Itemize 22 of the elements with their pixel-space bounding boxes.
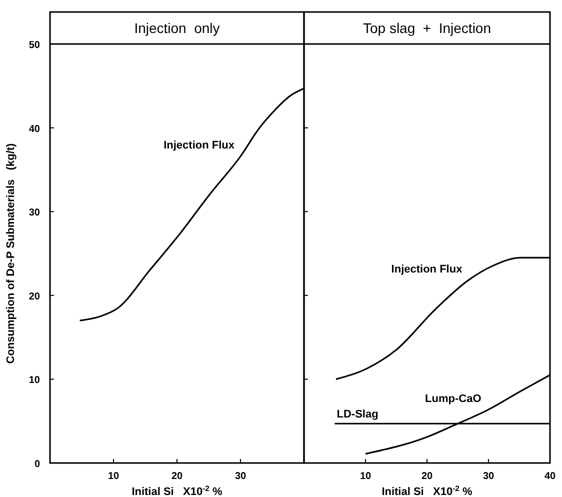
series-label: Lump-CaO: [425, 393, 482, 406]
chart-title: Top slag + Injection: [362, 20, 492, 36]
y-tick-label: 10: [28, 375, 40, 386]
x-tick-label: 30: [482, 471, 494, 482]
y-tick-label: 20: [28, 291, 40, 302]
y-tick-label: 0: [34, 459, 40, 470]
x-tick-label: 20: [171, 471, 183, 482]
series-label: Injection Flux: [164, 139, 236, 152]
y-tick-label: 50: [28, 40, 40, 51]
y-tick-label: 30: [28, 208, 40, 219]
x-tick-label: 30: [234, 471, 246, 482]
x-tick-label: 40: [544, 471, 556, 482]
x-tick-label: 20: [421, 471, 433, 482]
chart-title: Injection only: [134, 20, 220, 36]
series-label: LD-Slag: [336, 408, 378, 421]
y-axis-title: Consumption of De-P Submaterials (kg/t): [5, 142, 17, 364]
x-tick-label: 10: [360, 471, 372, 482]
x-axis-title: Initial Si X10$^{-2}$ %: [382, 484, 473, 497]
series-label: Injection Flux: [391, 263, 464, 276]
x-axis-title: Initial Si X10$^{-2}$ %: [132, 484, 223, 497]
y-tick-label: 40: [28, 124, 40, 135]
x-tick-label: 10: [108, 471, 120, 482]
